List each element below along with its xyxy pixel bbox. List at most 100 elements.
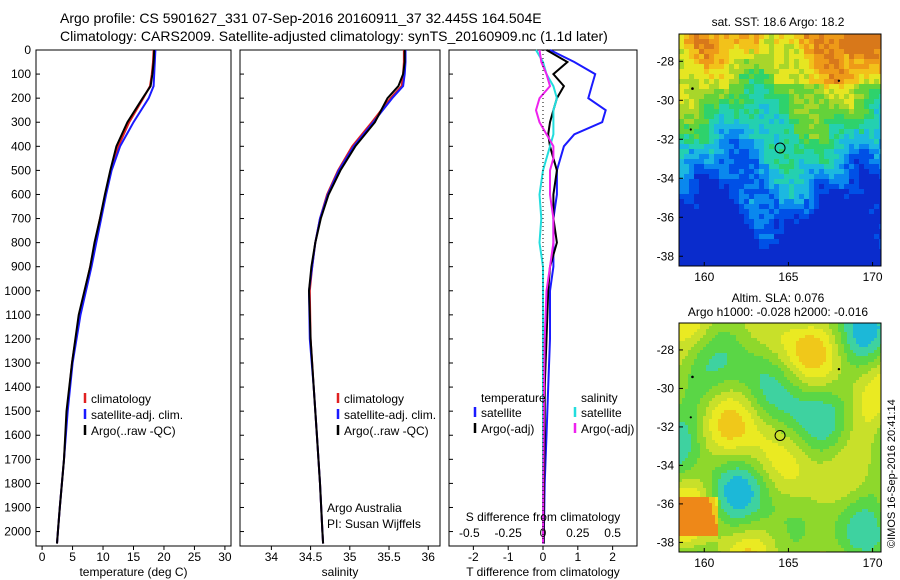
map-cell bbox=[682, 440, 685, 443]
map-cell bbox=[742, 329, 745, 332]
map-cell bbox=[751, 422, 754, 425]
map-cell bbox=[769, 224, 774, 229]
map-cell bbox=[784, 398, 787, 401]
map-cell bbox=[789, 64, 794, 69]
map-cell bbox=[778, 428, 781, 431]
y-tick-label: 1100 bbox=[5, 308, 31, 322]
map-cell bbox=[862, 431, 865, 434]
map-cell bbox=[829, 39, 834, 44]
map-cell bbox=[841, 359, 844, 362]
map-cell bbox=[841, 383, 844, 386]
map-cell bbox=[802, 389, 805, 392]
map-cell bbox=[685, 446, 688, 449]
map-cell bbox=[844, 413, 847, 416]
map-cell bbox=[811, 341, 814, 344]
map-cell bbox=[859, 431, 862, 434]
map-cell bbox=[834, 54, 839, 59]
map-cell bbox=[789, 234, 794, 239]
map-cell bbox=[724, 392, 727, 395]
map-cell bbox=[879, 189, 881, 194]
map-cell bbox=[749, 264, 754, 266]
map-cell bbox=[859, 380, 862, 383]
map-cell bbox=[685, 398, 688, 401]
map-cell bbox=[694, 144, 699, 149]
map-cell bbox=[829, 169, 834, 174]
map-cell bbox=[751, 374, 754, 377]
map-cell bbox=[694, 356, 697, 359]
map-cell bbox=[733, 338, 736, 341]
map-cell bbox=[817, 404, 820, 407]
map-cell bbox=[834, 254, 839, 259]
map-cell bbox=[760, 422, 763, 425]
map-cell bbox=[679, 353, 682, 356]
map-cell bbox=[784, 199, 789, 204]
map-cell bbox=[784, 344, 787, 347]
map-cell bbox=[862, 413, 865, 416]
map-cell bbox=[704, 249, 709, 254]
map-cell bbox=[856, 338, 859, 341]
map-cell bbox=[850, 422, 853, 425]
map-cell bbox=[775, 446, 778, 449]
map-cell bbox=[727, 374, 730, 377]
map-cell bbox=[790, 395, 793, 398]
map-cell bbox=[730, 443, 733, 446]
map-cell bbox=[754, 389, 757, 392]
map-cell bbox=[859, 410, 862, 413]
map-cell bbox=[688, 332, 691, 335]
map-cell bbox=[859, 69, 864, 74]
map-cell bbox=[736, 431, 739, 434]
map-cell bbox=[784, 104, 789, 109]
map-cell bbox=[706, 425, 709, 428]
map-cell bbox=[739, 149, 744, 154]
map-cell bbox=[751, 344, 754, 347]
map-cell bbox=[688, 422, 691, 425]
map-cell bbox=[724, 386, 727, 389]
map-cell bbox=[730, 422, 733, 425]
map-cell bbox=[805, 410, 808, 413]
map-cell bbox=[688, 416, 691, 419]
map-cell bbox=[697, 410, 700, 413]
map-cell bbox=[730, 353, 733, 356]
map-cell bbox=[679, 407, 682, 410]
map-cell bbox=[694, 437, 697, 440]
map-cell bbox=[706, 353, 709, 356]
map-cell bbox=[877, 332, 880, 335]
map-cell bbox=[829, 64, 834, 69]
map-cell bbox=[774, 154, 779, 159]
map-cell bbox=[779, 64, 784, 69]
map-cell bbox=[869, 164, 874, 169]
map-cell bbox=[709, 416, 712, 419]
map-cell bbox=[854, 159, 859, 164]
map-cell bbox=[714, 164, 719, 169]
map-cell bbox=[868, 356, 871, 359]
map-cell bbox=[730, 341, 733, 344]
map-cell bbox=[739, 119, 744, 124]
map-cell bbox=[805, 359, 808, 362]
map-cell bbox=[824, 239, 829, 244]
map-cell bbox=[703, 377, 706, 380]
map-cell bbox=[814, 326, 817, 329]
map-cell bbox=[703, 443, 706, 446]
map-cell bbox=[766, 410, 769, 413]
map-cell bbox=[854, 84, 859, 89]
map-cell bbox=[694, 44, 699, 49]
map-cell bbox=[718, 425, 721, 428]
map-cell bbox=[751, 332, 754, 335]
map-cell bbox=[775, 434, 778, 437]
map-cell bbox=[829, 174, 834, 179]
map-cell bbox=[877, 407, 880, 410]
map-cell bbox=[719, 244, 724, 249]
map-cell bbox=[834, 144, 839, 149]
map-cell bbox=[809, 84, 814, 89]
map-cell bbox=[865, 419, 868, 422]
map-cell bbox=[809, 129, 814, 134]
map-cell bbox=[805, 380, 808, 383]
map-cell bbox=[772, 323, 775, 326]
map-cell bbox=[699, 199, 704, 204]
map-cell bbox=[706, 371, 709, 374]
map-cell bbox=[865, 383, 868, 386]
map-cell bbox=[799, 209, 804, 214]
map-cell bbox=[769, 264, 774, 266]
map-cell bbox=[772, 425, 775, 428]
map-cell bbox=[853, 401, 856, 404]
